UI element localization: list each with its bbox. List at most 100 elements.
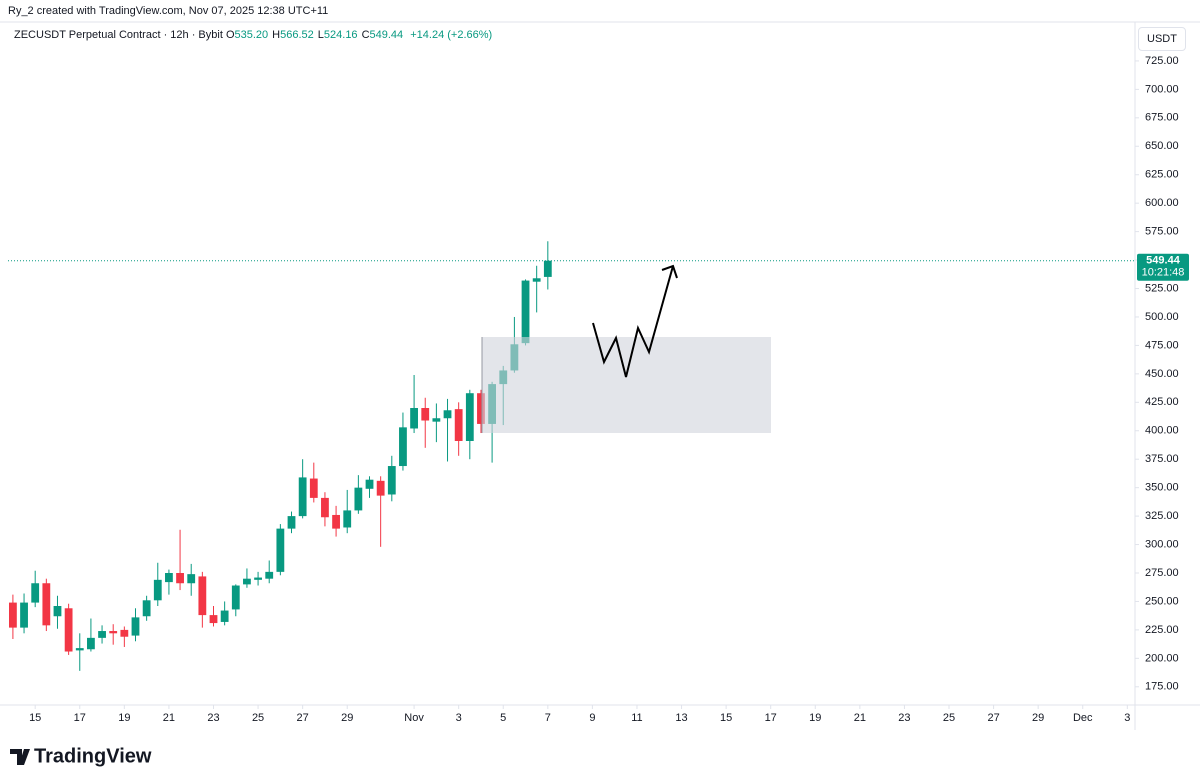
x-tick-label: 17 <box>74 712 86 724</box>
y-tick-label: 625.00 <box>1145 169 1179 181</box>
candle-body <box>243 578 251 585</box>
candle-body <box>20 602 28 628</box>
y-tick-label: 650.00 <box>1145 140 1179 152</box>
y-tick-label: 200.00 <box>1145 652 1179 664</box>
y-tick-label: 350.00 <box>1145 482 1179 494</box>
y-tick-label: 275.00 <box>1145 567 1179 579</box>
candle-body <box>98 631 106 638</box>
y-tick-label: 700.00 <box>1145 83 1179 95</box>
candle-body <box>410 408 418 429</box>
candle-body <box>399 427 407 467</box>
x-tick-label: 29 <box>1032 712 1044 724</box>
candle-body <box>465 393 474 441</box>
y-tick-label: 425.00 <box>1145 396 1179 408</box>
y-tick-label: 500.00 <box>1145 311 1179 323</box>
candle-body <box>220 610 229 622</box>
candle-body <box>332 514 340 529</box>
ohlc-key: C <box>361 29 370 41</box>
candle-body <box>376 480 385 496</box>
y-tick-label: 225.00 <box>1145 624 1179 636</box>
x-tick-label: 7 <box>545 712 551 724</box>
candle-body <box>298 477 307 517</box>
candle-body <box>321 497 329 518</box>
y-tick-label: 375.00 <box>1145 453 1179 465</box>
y-tick-label: 250.00 <box>1145 595 1179 607</box>
logo-mark <box>10 749 30 765</box>
x-tick-label: 9 <box>589 712 595 724</box>
x-tick-label: 15 <box>720 712 732 724</box>
y-tick-label: 400.00 <box>1145 425 1179 437</box>
x-tick-label: 19 <box>118 712 130 724</box>
ohlc-value: 566.52 <box>280 29 314 41</box>
symbol-title: ZECUSDT Perpetual Contract · 12h · Bybit <box>14 29 223 41</box>
candle-body <box>198 576 207 616</box>
candle-body <box>209 615 218 624</box>
candle-body <box>120 629 129 637</box>
candle-body <box>165 573 173 583</box>
candle-body <box>309 478 318 498</box>
candle-body <box>276 528 285 572</box>
x-tick-label: 23 <box>898 712 910 724</box>
candle-body <box>365 479 374 489</box>
x-tick-label: Dec <box>1073 712 1093 724</box>
x-tick-label: 21 <box>163 712 175 724</box>
ohlc-value: 535.20 <box>234 29 269 41</box>
projection-arrowhead <box>661 264 678 279</box>
currency-button[interactable]: USDT <box>1138 27 1186 51</box>
x-tick-label: 21 <box>854 712 866 724</box>
ohlc-value: 549.44 <box>369 29 404 41</box>
ohlc-key: L <box>317 29 324 41</box>
x-tick-label: Nov <box>404 712 424 724</box>
x-tick-label: 15 <box>29 712 41 724</box>
logo-text: TradingView <box>34 745 152 767</box>
y-tick-label: 525.00 <box>1145 282 1179 294</box>
ohlc-key: H <box>272 29 281 41</box>
x-tick-label: 17 <box>765 712 777 724</box>
candle-body <box>443 410 452 419</box>
candle-body <box>75 648 84 651</box>
candle-body <box>532 278 541 282</box>
projection-path <box>592 265 674 378</box>
ohlc-key: O <box>225 29 235 41</box>
x-tick-label: 29 <box>341 712 353 724</box>
logo: TradingView <box>10 745 152 767</box>
x-tick-label: 25 <box>252 712 264 724</box>
candle-body <box>42 583 51 626</box>
y-tick-label: 675.00 <box>1145 112 1179 124</box>
plot-area <box>9 241 552 671</box>
x-tick-label: 25 <box>943 712 955 724</box>
y-tick-label: 600.00 <box>1145 197 1179 209</box>
candle-body <box>176 573 184 584</box>
candle-body <box>9 602 17 628</box>
x-tick-label: 23 <box>207 712 219 724</box>
y-tick-label: 575.00 <box>1145 226 1179 238</box>
candle-body <box>477 393 485 424</box>
price-tag-value: 549.44 <box>1146 255 1181 267</box>
candle-body <box>153 579 162 601</box>
price-tag <box>1137 253 1189 281</box>
candle-body <box>31 583 40 603</box>
x-tick-label: 11 <box>631 712 642 724</box>
candle-body <box>287 516 296 529</box>
y-tick-label: 475.00 <box>1145 339 1179 351</box>
x-tick-label: 19 <box>809 712 821 724</box>
y-tick-label: 450.00 <box>1145 368 1179 380</box>
x-tick-label: 27 <box>987 712 999 724</box>
ohlc-value: 524.16 <box>323 29 358 41</box>
candle-body <box>454 409 463 441</box>
candle-body <box>53 606 62 617</box>
candle-body <box>432 418 441 422</box>
y-tick-label: 300.00 <box>1145 538 1179 550</box>
candle-body <box>87 637 95 650</box>
x-tick-label: 3 <box>1124 712 1130 724</box>
x-tick-label: 27 <box>297 712 309 724</box>
candle-body <box>187 574 196 584</box>
x-tick-label: 5 <box>500 712 506 724</box>
candle-body <box>131 617 140 636</box>
zone-box <box>482 337 771 433</box>
credit: Ry_2 created with TradingView.com, Nov 0… <box>8 5 329 17</box>
candle-body <box>142 600 151 617</box>
x-tick-label: 13 <box>675 712 687 724</box>
